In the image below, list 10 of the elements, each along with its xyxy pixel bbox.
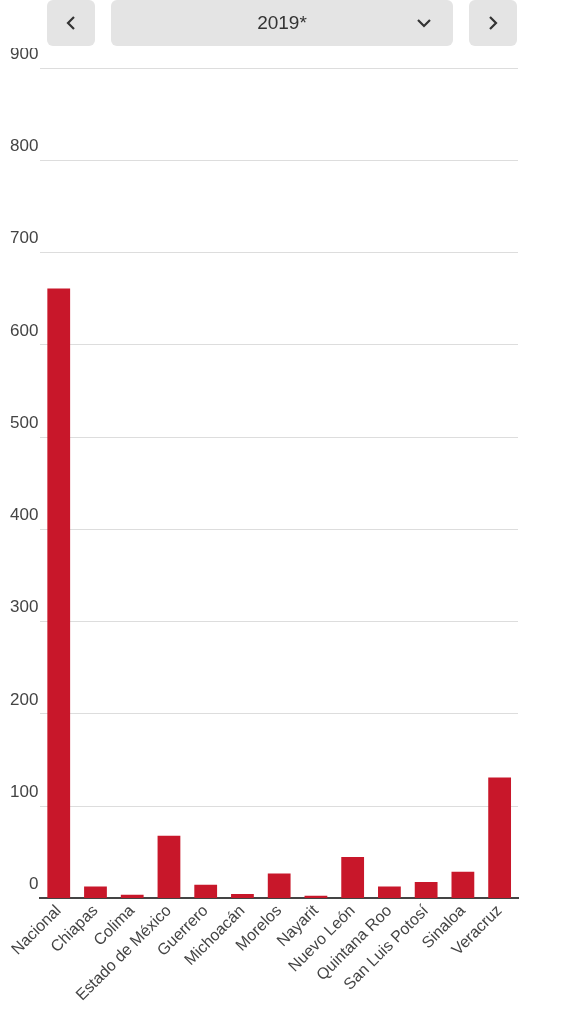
- chart-title: 2019*: [257, 12, 307, 34]
- y-tick-label: 500: [9, 412, 39, 432]
- y-tick-label: 200: [9, 689, 39, 709]
- y-tick-label: 100: [9, 781, 39, 801]
- y-tick-label: 400: [9, 505, 39, 525]
- y-tick-label: 600: [9, 320, 39, 340]
- y-tick-label: 800: [9, 135, 39, 155]
- y-tick-label: 0: [28, 874, 39, 894]
- y-tick-label: 300: [9, 597, 39, 617]
- y-tick-label: 700: [9, 228, 39, 248]
